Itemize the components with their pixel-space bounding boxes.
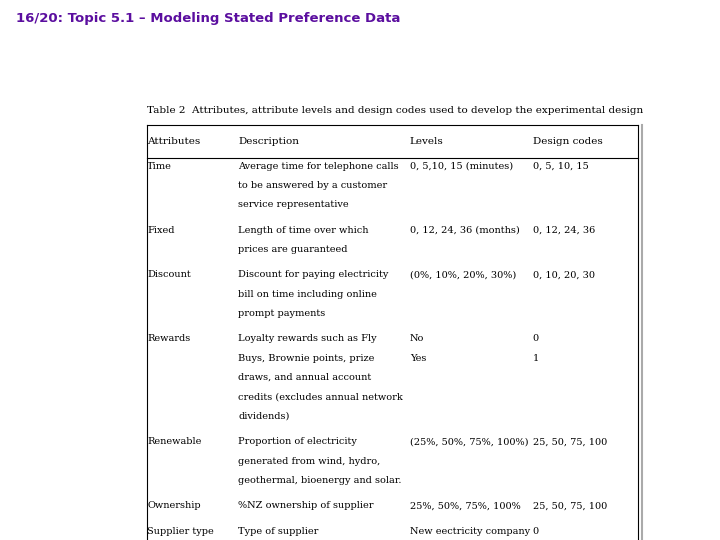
Text: Average time for telephone calls: Average time for telephone calls: [238, 161, 399, 171]
Text: 1: 1: [533, 354, 539, 363]
Text: Supplier type: Supplier type: [148, 527, 214, 536]
Text: Fixed: Fixed: [148, 226, 175, 235]
Text: bill on time including online: bill on time including online: [238, 290, 377, 299]
Text: Table 2  Attributes, attribute levels and design codes used to develop the exper: Table 2 Attributes, attribute levels and…: [148, 106, 644, 115]
Text: 0, 12, 24, 36 (months): 0, 12, 24, 36 (months): [410, 226, 520, 235]
Text: Design codes: Design codes: [533, 138, 603, 146]
Text: Discount for paying electricity: Discount for paying electricity: [238, 271, 389, 279]
Text: Discount: Discount: [148, 271, 191, 279]
Text: Rewards: Rewards: [148, 334, 191, 343]
Text: Buys, Brownie points, prize: Buys, Brownie points, prize: [238, 354, 374, 363]
Text: 25, 50, 75, 100: 25, 50, 75, 100: [533, 437, 607, 446]
Text: 0, 12, 24, 36: 0, 12, 24, 36: [533, 226, 595, 235]
Text: 0: 0: [533, 527, 539, 536]
Text: (0%, 10%, 20%, 30%): (0%, 10%, 20%, 30%): [410, 271, 516, 279]
Text: (25%, 50%, 75%, 100%): (25%, 50%, 75%, 100%): [410, 437, 528, 446]
Text: Yes: Yes: [410, 354, 426, 363]
Text: service representative: service representative: [238, 200, 348, 209]
Text: Levels: Levels: [410, 138, 444, 146]
Text: Attributes: Attributes: [148, 138, 201, 146]
Text: 16/20: Topic 5.1 – Modeling Stated Preference Data: 16/20: Topic 5.1 – Modeling Stated Prefe…: [16, 12, 400, 25]
Text: 0: 0: [533, 334, 539, 343]
Text: 25%, 50%, 75%, 100%: 25%, 50%, 75%, 100%: [410, 501, 521, 510]
Text: Proportion of electricity: Proportion of electricity: [238, 437, 357, 446]
Text: prices are guaranteed: prices are guaranteed: [238, 245, 348, 254]
Text: Ownership: Ownership: [148, 501, 201, 510]
Text: credits (excludes annual network: credits (excludes annual network: [238, 393, 403, 401]
Text: %NZ ownership of supplier: %NZ ownership of supplier: [238, 501, 374, 510]
Text: Time: Time: [148, 161, 172, 171]
Text: Description: Description: [238, 138, 300, 146]
Text: New e​ectricity company: New e​ectricity company: [410, 527, 530, 536]
Text: Renewable: Renewable: [148, 437, 202, 446]
Text: 0, 5,10, 15 (minutes): 0, 5,10, 15 (minutes): [410, 161, 513, 171]
Text: to be answered by a customer: to be answered by a customer: [238, 181, 387, 190]
Text: Length of time over which: Length of time over which: [238, 226, 369, 235]
Text: 25, 50, 75, 100: 25, 50, 75, 100: [533, 501, 607, 510]
Text: dividends): dividends): [238, 412, 289, 421]
Text: 0, 10, 20, 30: 0, 10, 20, 30: [533, 271, 595, 279]
Text: prompt payments: prompt payments: [238, 309, 325, 318]
Text: No: No: [410, 334, 424, 343]
Text: geothermal, bioenergy and solar.: geothermal, bioenergy and solar.: [238, 476, 402, 485]
Text: Type of supplier: Type of supplier: [238, 527, 318, 536]
Text: generated from wind, hydro,: generated from wind, hydro,: [238, 457, 380, 465]
Text: draws, and annual account: draws, and annual account: [238, 373, 372, 382]
Text: Loyalty rewards such as Fly: Loyalty rewards such as Fly: [238, 334, 377, 343]
Text: 0, 5, 10, 15: 0, 5, 10, 15: [533, 161, 588, 171]
